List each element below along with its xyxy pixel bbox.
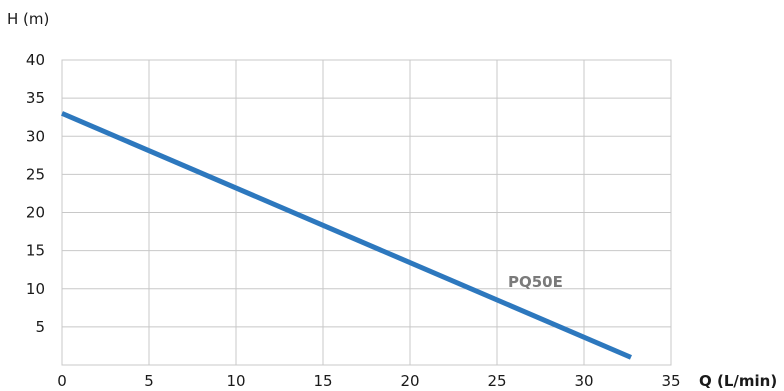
x-tick-label: 5	[144, 372, 154, 390]
series-label: PQ50E	[508, 273, 563, 291]
x-tick-label: 10	[226, 372, 245, 390]
y-tick-label: 35	[26, 89, 45, 107]
y-tick-label: 30	[26, 127, 45, 145]
plot-frame	[61, 59, 672, 366]
x-tick-label: 25	[487, 372, 506, 390]
x-tick-label: 15	[313, 372, 332, 390]
x-axis-title: Q (L/min)	[699, 372, 777, 390]
x-tick-label: 0	[57, 372, 67, 390]
y-tick-label: 10	[26, 280, 45, 298]
y-tick-label: 5	[35, 318, 45, 336]
axes	[61, 59, 672, 366]
y-tick-labels: 5 10 15 20 25 30 35 40	[26, 51, 45, 336]
y-tick-label: 40	[26, 51, 45, 69]
grid-lines	[62, 60, 671, 365]
x-tick-label: 30	[574, 372, 593, 390]
series-line-pq50e	[61, 111, 632, 360]
y-tick-label: 20	[26, 204, 45, 222]
series-layer: PQ50E	[61, 111, 632, 360]
x-tick-labels: 0 5 10 15 20 25 30 35	[57, 372, 680, 390]
y-axis-title: H (m)	[7, 10, 49, 28]
x-tick-label: 35	[661, 372, 680, 390]
y-tick-label: 25	[26, 165, 45, 183]
y-tick-label: 15	[26, 242, 45, 260]
x-tick-label: 20	[400, 372, 419, 390]
